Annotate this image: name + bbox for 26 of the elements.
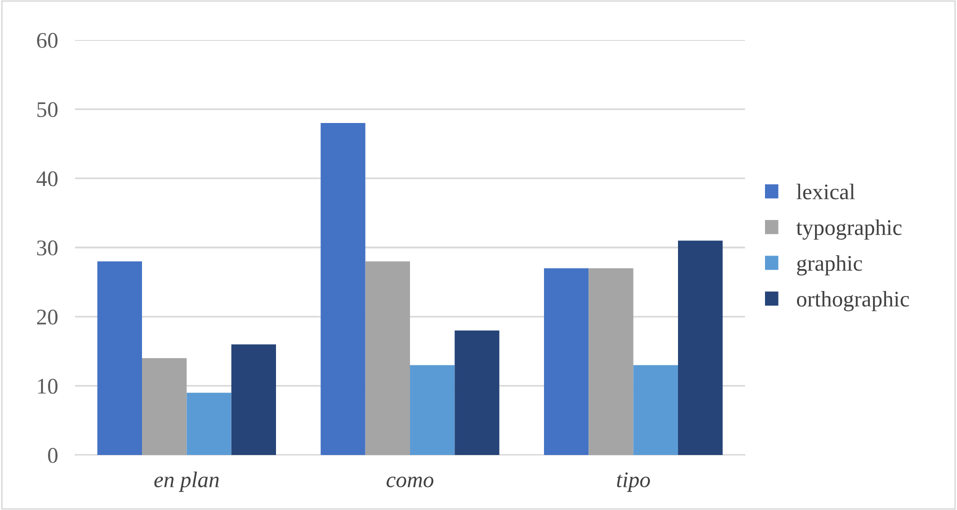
bar [410,365,455,455]
bar [97,261,142,455]
y-tick-label: 20 [37,310,58,325]
legend-label: graphic [797,255,862,276]
y-tick-label: 30 [37,240,58,256]
x-tick-label: tipo [617,472,650,492]
bar [365,261,410,455]
bar [544,268,589,455]
bar [142,358,187,455]
y-tick-label: 40 [36,171,58,186]
bar [320,123,366,455]
y-tick-label: 0 [48,448,58,463]
legend-label: lexical [796,184,855,200]
bar [678,240,723,455]
legend-label: orthographic [796,291,909,312]
y-tick-label: 60 [37,32,58,48]
bar [186,392,232,455]
legend-label: typographic [796,219,902,240]
x-tick-label: como [386,476,434,488]
bar [633,365,678,455]
y-tick-label: 50 [37,102,58,118]
bar [454,330,500,455]
bar [588,268,634,455]
bar [231,344,276,455]
x-tick-label: en plan [154,472,219,492]
y-tick-label: 10 [38,378,58,394]
